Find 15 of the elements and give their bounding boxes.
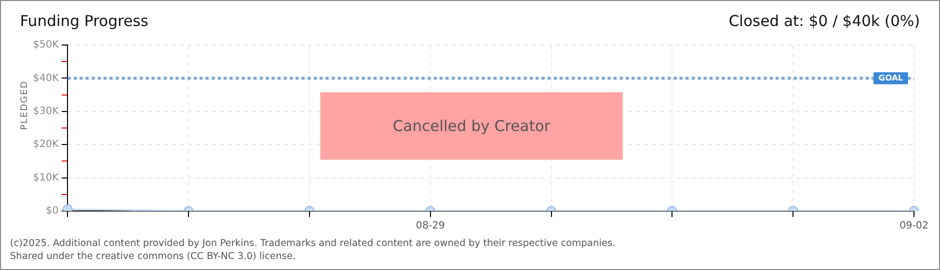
y-tick-label: $50K [32, 40, 60, 51]
y-tick-label: $10K [32, 172, 60, 184]
chart-title: Funding Progress [20, 12, 148, 30]
text: Shared under the creative commons (CC BY-NC 3.0) license. [10, 251, 296, 262]
y-tick-label: $0 [46, 206, 59, 217]
x-tick-label: 09-02 [899, 220, 929, 232]
text: (c)2025. Additional content provided by Jon Perkins. Trademarks and related content are owned by their respective companies. [10, 238, 616, 249]
cancelled-banner: Cancelled by Creator [320, 92, 623, 160]
y-tick-label: $30K [32, 106, 60, 117]
ref-line-label: GOAL [878, 73, 904, 82]
y-tick-label: $40K [32, 72, 60, 84]
x-tick-label: 08-29 [416, 220, 445, 232]
y-axis-title: PLEDGED [20, 80, 30, 130]
y-tick-label: $20K [32, 139, 60, 150]
chart-subtitle: Closed at: $0 / $40k (0%) [728, 12, 920, 30]
